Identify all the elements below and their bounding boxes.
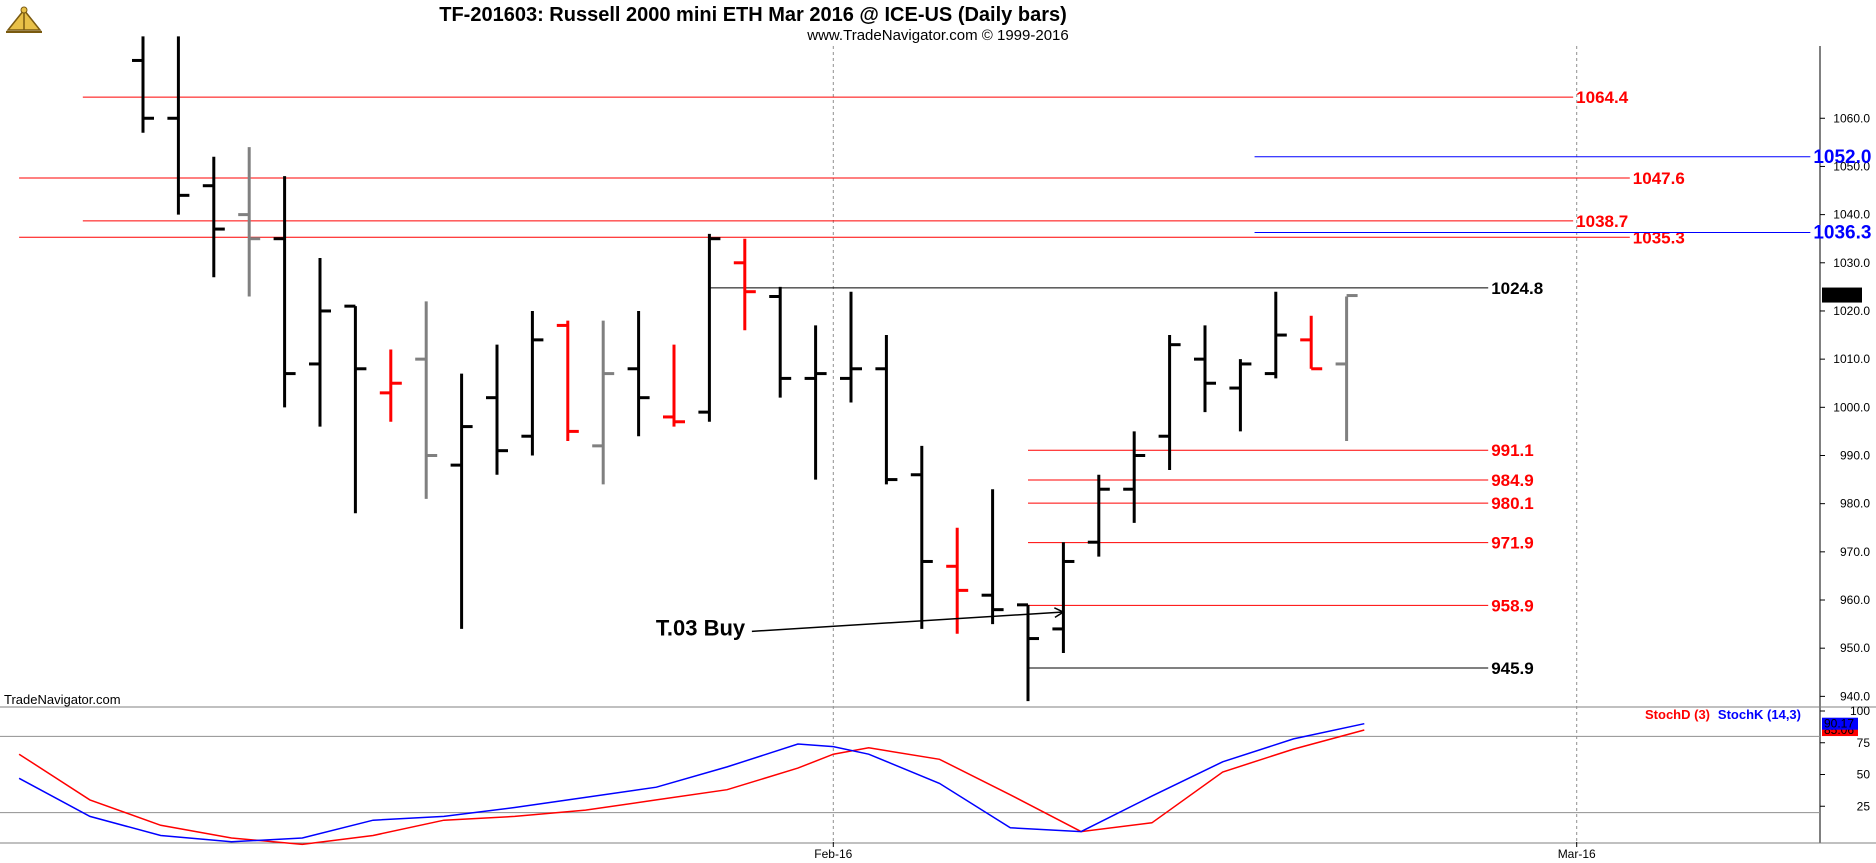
ohlc-bar [132, 36, 154, 133]
ohlc-bar [521, 310, 544, 456]
ohlc-bar [698, 233, 721, 422]
level-label: 1052.0 [1813, 147, 1871, 168]
annotation-arrow [751, 611, 1064, 633]
ohlc-bar [1229, 359, 1252, 432]
ohlc-bar [556, 320, 579, 442]
annotation-arrowhead [1054, 607, 1065, 619]
stoch-series-line [18, 722, 1365, 843]
price-tick-label: 1020.0 [1833, 304, 1870, 318]
price-tick-label: 990.0 [1840, 448, 1870, 462]
ohlc-bar [309, 257, 331, 427]
stoch-tick-label: 75 [1857, 736, 1871, 750]
ohlc-bar [769, 286, 792, 398]
price-tick-label: 1000.0 [1833, 400, 1870, 414]
chart-subtitle: www.TradeNavigator.com © 1999-2016 [806, 27, 1068, 44]
price-panel [0, 46, 1820, 706]
ohlc-bar [202, 156, 225, 278]
ohlc-bar [627, 310, 650, 437]
ohlc-bar [1052, 542, 1075, 654]
stoch-series-line [18, 729, 1365, 846]
price-tick-label: 1010.0 [1833, 352, 1870, 366]
level-label: 958.9 [1491, 596, 1534, 615]
time-gridlines [832, 46, 1578, 842]
ohlc-bar [450, 373, 473, 629]
price-tick-label: 1030.0 [1833, 256, 1870, 270]
ohlc-bar [910, 445, 933, 629]
price-tick-label: 970.0 [1840, 545, 1870, 559]
level-label: 1038.7 [1576, 212, 1628, 231]
level-label: 945.9 [1491, 659, 1534, 678]
ohlc-bar [1158, 335, 1181, 470]
level-label: 991.1 [1491, 441, 1534, 460]
level-label: 1047.6 [1633, 169, 1685, 188]
price-tick-label: 980.0 [1840, 497, 1870, 511]
price-tick-label: 950.0 [1840, 641, 1870, 655]
level-lines: 1064.4 1047.6 1038.7 1035.3 1052.0 1036.3 1024… [19, 88, 1871, 678]
ohlc-bar [875, 335, 898, 485]
level-label: 980.1 [1491, 494, 1534, 513]
ohlc-bar [486, 344, 508, 475]
ohlc-bar [592, 320, 615, 485]
ohlc-bar [167, 36, 190, 215]
ohlc-bar [1300, 315, 1323, 371]
last-price-box [1822, 287, 1862, 303]
level-label: 971.9 [1491, 534, 1534, 553]
stoch-tick-label: 50 [1857, 768, 1871, 782]
ohlc-bar [238, 147, 261, 297]
annotation: T.03 Buy [656, 607, 1065, 640]
last-price-label: 1023.2 [1824, 289, 1861, 303]
level-label: 1064.4 [1576, 88, 1629, 107]
price-tick-label: 940.0 [1840, 689, 1870, 703]
level-label: 1036.3 [1813, 222, 1871, 243]
ohlc-bar [1087, 474, 1110, 557]
chart-title: TF-201603: Russell 2000 mini ETH Mar 201… [439, 4, 1067, 26]
ohlc-bar [981, 489, 1004, 625]
date-tick-label: Mar-16 [1558, 847, 1596, 861]
stoch-tick-label: 100 [1850, 704, 1870, 718]
price-tick-label: 1060.0 [1833, 111, 1870, 125]
watermark: TradeNavigator.com [4, 692, 121, 707]
ohlc-bars [132, 36, 1358, 702]
level-label: 1024.8 [1491, 279, 1543, 298]
annotation-label: T.03 Buy [656, 615, 746, 640]
ohlc-bar [1194, 325, 1216, 413]
stoch-tick-label: 25 [1857, 799, 1871, 813]
stoch-last-label: 90.17 [1824, 717, 1854, 731]
ohlc-bar [1017, 603, 1039, 702]
stoch-legend-k: StochK (14,3) [1718, 707, 1801, 722]
level-label: 1035.3 [1633, 228, 1685, 247]
date-axis: Feb-16 Mar-16 [814, 842, 1596, 861]
ohlc-bar [733, 238, 756, 331]
logo [6, 6, 42, 33]
sextant-icon [6, 6, 42, 33]
price-tick-label: 960.0 [1840, 593, 1870, 607]
ohlc-bar [1335, 294, 1358, 442]
ohlc-bar [344, 304, 367, 514]
price-tick-label: 1050.0 [1833, 159, 1870, 173]
stoch-legend-d: StochD (3) [1645, 707, 1710, 722]
ohlc-bar [379, 349, 402, 422]
ohlc-bar [840, 291, 862, 403]
ohlc-bar [804, 325, 827, 480]
stoch-last-box [1822, 717, 1858, 730]
ohlc-bar [946, 527, 969, 634]
ohlc-bar [415, 301, 438, 499]
level-label: 984.9 [1491, 471, 1534, 490]
ohlc-bar [1123, 431, 1146, 523]
ohlc-bar [663, 344, 685, 427]
ohlc-bar [273, 176, 296, 408]
date-tick-label: Feb-16 [814, 847, 852, 861]
ohlc-bar [1264, 291, 1287, 379]
price-axis: 940.0 950.0 960.0 970.0 980.0 990.0 1000.0 1010… [1820, 111, 1870, 703]
price-tick-label: 1040.0 [1833, 208, 1870, 222]
